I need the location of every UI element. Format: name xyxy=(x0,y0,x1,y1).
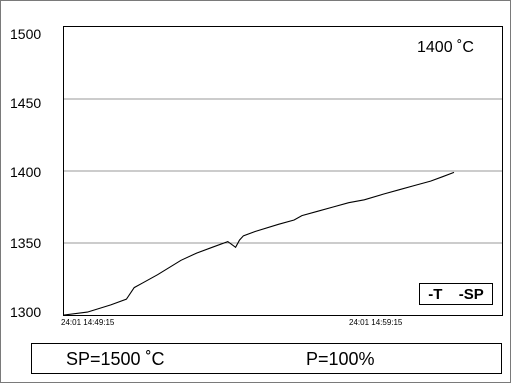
power-readout: P=100% xyxy=(306,349,375,369)
current-temperature: 1400 ˚C xyxy=(417,39,474,56)
series-line-t xyxy=(64,171,455,315)
setpoint-readout: SP=1500 ˚C xyxy=(66,349,165,369)
legend-item-setpoint: -SP xyxy=(458,285,484,303)
y-tick-label: 1400 xyxy=(10,164,42,180)
trend-plot xyxy=(63,26,503,316)
y-tick-label: 1350 xyxy=(10,235,42,251)
x-tick-label: 24:01 14:59:15 xyxy=(349,318,403,327)
y-tick-label: 1450 xyxy=(10,95,42,111)
x-tick-label: 24:01 14:49:15 xyxy=(61,318,115,327)
status-bar: SP=1500 ˚C P=100% xyxy=(31,343,502,374)
legend: -T -SP xyxy=(419,283,493,305)
legend-item-temperature: -T xyxy=(428,285,443,303)
y-tick-label: 1500 xyxy=(10,26,42,42)
trend-chart xyxy=(64,98,502,315)
y-tick-label: 1300 xyxy=(10,304,42,320)
